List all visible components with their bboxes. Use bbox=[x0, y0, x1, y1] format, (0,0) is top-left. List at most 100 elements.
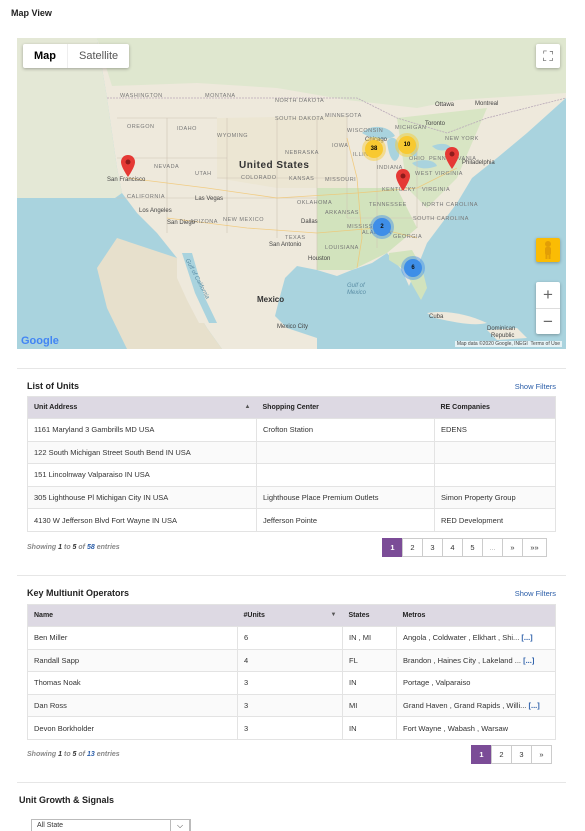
map-view-title: Map View bbox=[11, 8, 52, 18]
map-type-satellite-button[interactable]: Satellite bbox=[79, 50, 119, 62]
map-label-cuba: Cuba bbox=[429, 314, 444, 320]
unit-address-link[interactable]: 4130 W Jefferson Blvd Fort Wayne IN USA bbox=[27, 508, 257, 532]
unit-address-link[interactable]: 151 Lincolnway Valparaiso IN USA bbox=[27, 463, 257, 487]
unit-address-link[interactable]: 122 South Michigan Street South Bend IN … bbox=[27, 440, 257, 464]
operator-name-link[interactable]: Thomas Noak bbox=[27, 671, 238, 695]
state-select[interactable]: All State ⌵ bbox=[31, 819, 191, 831]
map-label-state: TEXAS bbox=[285, 235, 306, 241]
map-pin-icon[interactable] bbox=[445, 147, 459, 169]
re-company-link[interactable]: EDENS bbox=[434, 418, 556, 442]
map-label-gulf-mexico-2: Mexico bbox=[347, 290, 367, 296]
map-label-state: ILLINOIS bbox=[353, 152, 380, 158]
map-cluster[interactable]: 2 bbox=[373, 218, 391, 236]
units-show-filters[interactable]: Show Filters bbox=[514, 382, 556, 391]
map-label-state: NORTH DAKOTA bbox=[275, 98, 325, 104]
page-button[interactable]: 2 bbox=[402, 538, 423, 557]
page-button[interactable]: 3 bbox=[422, 538, 443, 557]
col-metros[interactable]: Metros bbox=[396, 604, 556, 627]
map[interactable]: United States Mexico Cuba Dominican Repu… bbox=[17, 38, 566, 349]
more-link[interactable]: [...] bbox=[521, 633, 533, 643]
page-button[interactable]: 1 bbox=[471, 745, 492, 764]
shopping-center-link[interactable]: Crofton Station bbox=[256, 418, 435, 442]
col-states[interactable]: States bbox=[342, 604, 397, 627]
fullscreen-icon[interactable]: ⛶ bbox=[536, 44, 560, 68]
map-label-state: NEBRASKA bbox=[285, 150, 319, 156]
page-button[interactable]: 1 bbox=[382, 538, 403, 557]
more-link[interactable]: [...] bbox=[523, 655, 535, 665]
table-row: Devon Borkholder 3 IN Fort Wayne , Wabas… bbox=[27, 716, 556, 740]
map-label-dominican: Dominican bbox=[487, 326, 516, 332]
map-label-country: United States bbox=[239, 160, 310, 171]
col-re-companies[interactable]: RE Companies bbox=[434, 396, 556, 419]
map-label-city: Las Vegas bbox=[195, 196, 224, 202]
col-name[interactable]: Name bbox=[27, 604, 238, 627]
re-company-link[interactable]: Simon Property Group bbox=[434, 485, 556, 509]
operator-states: IN bbox=[342, 671, 397, 695]
re-company-link[interactable] bbox=[434, 463, 556, 487]
table-row: 305 Lighthouse Pl Michigan City IN USA L… bbox=[27, 485, 556, 509]
page-button[interactable]: 5 bbox=[462, 538, 483, 557]
map-label-city: Mexico City bbox=[277, 324, 309, 330]
map-type-map-button[interactable]: Map bbox=[23, 44, 68, 68]
col-units[interactable]: #Units ▼ bbox=[237, 604, 343, 627]
next-page-button[interactable]: » bbox=[502, 538, 523, 557]
map-pin-icon[interactable] bbox=[396, 169, 410, 191]
map-pin-icon[interactable] bbox=[121, 155, 135, 177]
units-table: Unit Address ▲ Shopping Center RE Compani… bbox=[27, 396, 556, 532]
next-page-button[interactable]: » bbox=[531, 745, 552, 764]
state-select-value: All State bbox=[37, 822, 64, 829]
operators-pagination: 1 2 3 » bbox=[471, 745, 552, 764]
map-label-state: INDIANA bbox=[377, 165, 403, 171]
page-button[interactable]: 3 bbox=[511, 745, 532, 764]
unit-address-link[interactable]: 305 Lighthouse Pl Michigan City IN USA bbox=[27, 485, 257, 509]
page-button[interactable]: 4 bbox=[442, 538, 463, 557]
map-cluster[interactable]: 10 bbox=[398, 136, 416, 154]
zoom-out-button[interactable]: − bbox=[536, 308, 560, 334]
shopping-center-link[interactable]: Lighthouse Place Premium Outlets bbox=[256, 485, 435, 509]
operator-name-link[interactable]: Devon Borkholder bbox=[27, 716, 238, 740]
operator-name-link[interactable]: Dan Ross bbox=[27, 693, 238, 717]
more-link[interactable]: [...] bbox=[528, 701, 540, 711]
col-shopping-center[interactable]: Shopping Center bbox=[256, 396, 435, 419]
units-showing-info: Showing 1 to 5 of 58 entries bbox=[27, 544, 120, 551]
re-company-link[interactable] bbox=[434, 440, 556, 464]
operator-metros: Brandon , Haines City , Lakeland ... [..… bbox=[396, 648, 556, 672]
re-company-link[interactable]: RED Development bbox=[434, 508, 556, 532]
col-unit-address[interactable]: Unit Address ▲ bbox=[27, 396, 257, 419]
map-attribution: Map data ©2020 Google, INEGI Terms of Us… bbox=[454, 341, 562, 347]
map-label-state: SOUTH CAROLINA bbox=[413, 216, 469, 222]
last-page-button[interactable]: »» bbox=[522, 538, 547, 557]
map-label-city: Dallas bbox=[301, 219, 318, 225]
table-row: Ben Miller 6 IN , MI Angola , Coldwater … bbox=[27, 626, 556, 650]
map-label-state: OKLAHOMA bbox=[297, 200, 333, 206]
map-label-city: Los Angeles bbox=[139, 208, 172, 214]
shopping-center-link[interactable] bbox=[256, 463, 435, 487]
map-label-state: GEORGIA bbox=[393, 234, 423, 240]
table-row: Dan Ross 3 MI Grand Haven , Grand Rapids… bbox=[27, 693, 556, 717]
shopping-center-link[interactable] bbox=[256, 440, 435, 464]
terms-link[interactable]: Terms of Use bbox=[530, 341, 560, 347]
pegman-icon[interactable] bbox=[536, 238, 560, 262]
map-label-state: WEST VIRGINIA bbox=[415, 171, 463, 177]
operator-name-link[interactable]: Randall Sapp bbox=[27, 648, 238, 672]
table-row: 1161 Maryland 3 Gambrills MD USA Crofton… bbox=[27, 418, 556, 442]
map-cluster[interactable]: 38 bbox=[365, 140, 383, 158]
operators-table: Name #Units ▼ States Metros Ben Miller 6 … bbox=[27, 604, 556, 740]
operator-metros: Angola , Coldwater , Elkhart , Shi... [.… bbox=[396, 626, 556, 650]
map-label-state: OREGON bbox=[127, 124, 155, 130]
unit-address-link[interactable]: 1161 Maryland 3 Gambrills MD USA bbox=[27, 418, 257, 442]
chevron-down-icon[interactable]: ⌵ bbox=[170, 819, 190, 831]
map-label-gulf-mexico-1: Gulf of bbox=[347, 283, 365, 289]
operator-name-link[interactable]: Ben Miller bbox=[27, 626, 238, 650]
operators-title: Key Multiunit Operators bbox=[27, 588, 130, 598]
map-label-state: WISCONSIN bbox=[347, 128, 384, 134]
map-label-state: NEVADA bbox=[154, 164, 180, 170]
shopping-center-link[interactable]: Jefferson Pointe bbox=[256, 508, 435, 532]
page-button[interactable]: 2 bbox=[491, 745, 512, 764]
operators-show-filters[interactable]: Show Filters bbox=[514, 589, 556, 598]
zoom-in-button[interactable]: + bbox=[543, 285, 553, 304]
map-cluster[interactable]: 6 bbox=[404, 259, 422, 277]
page-ellipsis: ... bbox=[482, 538, 503, 557]
divider bbox=[17, 368, 566, 369]
map-label-city: Montreal bbox=[475, 101, 499, 107]
